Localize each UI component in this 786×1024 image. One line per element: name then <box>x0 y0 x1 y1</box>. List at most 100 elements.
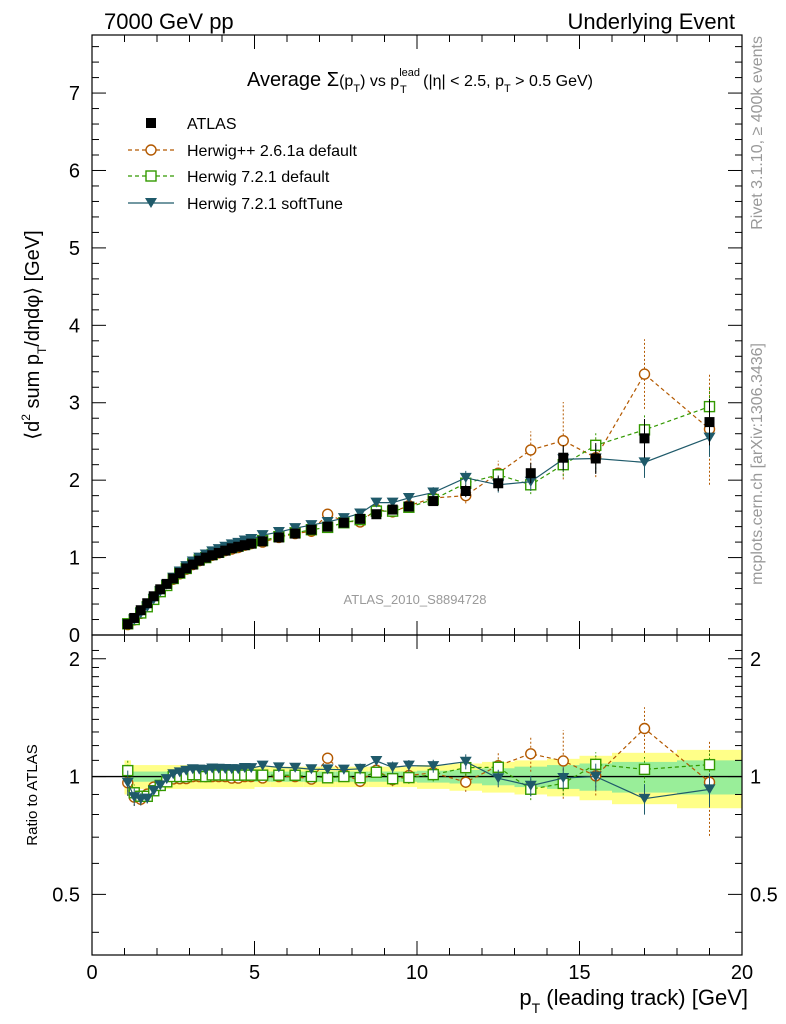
ratio-point <box>525 748 537 760</box>
data-point <box>174 568 185 579</box>
rivet-label: Rivet 3.1.10, ≥ 400k events <box>749 36 766 230</box>
ratio-point <box>459 756 472 767</box>
ylabel-mid: sum p <box>22 354 44 414</box>
ratio-point <box>589 771 602 782</box>
data-point <box>220 545 231 556</box>
data-point <box>525 468 536 479</box>
y-axis-label-main: ⟨d2 sum pT/dηdφ⟩ [GeV] <box>19 230 49 439</box>
ratio-point <box>160 774 173 785</box>
data-point <box>638 457 651 468</box>
y-axis-label-ratio: Ratio to ATLAS <box>24 744 41 845</box>
main-y-tick-label: 6 <box>69 160 80 182</box>
data-point <box>226 543 237 554</box>
ylabel-close: /dηdφ⟩ [GeV] <box>22 230 44 346</box>
ratio-point <box>272 762 285 773</box>
main-panel: 0 1 2 3 4 5 6 7 <box>69 34 743 647</box>
data-point <box>428 496 439 507</box>
legend-softtune: Herwig 7.2.1 softTune <box>187 196 343 213</box>
ratio-point <box>492 773 505 784</box>
legend-atlas: ATLAS <box>187 116 237 133</box>
legend-herwigpp: Herwig++ 2.6.1a default <box>187 143 357 160</box>
ratio-y-tick-label-right: 2 <box>750 649 761 671</box>
x-tick-label: 5 <box>249 962 260 984</box>
data-point <box>257 536 268 547</box>
x-tick-label: 15 <box>568 962 590 984</box>
ratio-point <box>289 762 302 773</box>
data-point <box>427 487 440 498</box>
legend-atlas-marker <box>146 118 156 128</box>
main-y-tick-label: 1 <box>69 548 80 570</box>
data-point <box>129 612 140 623</box>
main-y-tick-label: 7 <box>69 83 80 105</box>
series-line <box>127 373 710 626</box>
title-sub-t: T <box>353 83 360 95</box>
data-point <box>168 573 179 584</box>
ratio-point <box>370 766 383 778</box>
series-atlas <box>122 398 715 630</box>
legend-herwigpp-marker <box>145 144 157 156</box>
legend-herwig721-marker <box>145 170 157 182</box>
data-point <box>122 619 133 630</box>
data-point <box>142 598 153 609</box>
ratio-point <box>524 780 537 791</box>
data-point <box>403 501 414 512</box>
ratio-point <box>386 762 399 773</box>
ratio-point <box>354 763 367 774</box>
data-point <box>557 434 569 447</box>
title-sigma: Σ <box>327 69 339 91</box>
main-y-tick-label: 3 <box>69 393 80 415</box>
main-y-tick-label: 2 <box>69 470 80 492</box>
title-sup-lead: lead <box>399 67 420 79</box>
title-lead: Average <box>247 69 327 91</box>
legend-softtune-marker <box>145 198 157 208</box>
data-point <box>213 547 224 558</box>
ratio-point <box>557 755 569 767</box>
ratio-point <box>305 764 318 775</box>
data-point <box>338 517 349 528</box>
data-point <box>371 509 382 520</box>
data-point <box>402 492 415 503</box>
ratio-point <box>638 793 651 804</box>
legend-herwig721: Herwig 7.2.1 default <box>187 169 330 186</box>
analysis-watermark: ATLAS_2010_S8894728 <box>344 592 487 607</box>
legend: ATLAS Herwig++ 2.6.1a default Herwig 7.2… <box>128 116 357 213</box>
data-point <box>233 541 244 552</box>
ratio-point <box>386 772 399 785</box>
x-axis-label: pT (leading track) [GeV] <box>519 985 748 1016</box>
ratio-point <box>147 785 160 796</box>
ratio-y-tick-label-right: 1 <box>750 767 761 789</box>
ratio-point <box>703 758 716 771</box>
data-point <box>181 563 192 574</box>
data-point <box>194 555 205 566</box>
title-cond-close: > 0.5 GeV) <box>511 73 593 90</box>
data-point <box>200 552 211 563</box>
title-vs: vs p <box>365 73 399 90</box>
ratio-point <box>427 761 440 772</box>
data-point <box>207 550 218 561</box>
ratio-point <box>402 760 415 771</box>
xlabel-p: p <box>519 985 531 1010</box>
data-point <box>256 530 269 541</box>
data-point <box>638 368 651 380</box>
data-point <box>558 452 569 463</box>
data-point <box>239 540 250 551</box>
data-point <box>290 528 301 539</box>
x-tick-label: 0 <box>86 962 97 984</box>
ratio-point <box>321 752 334 764</box>
title-paren-close: ) <box>360 73 365 90</box>
ratio-point <box>557 773 570 784</box>
ratio-y-tick-label: 1 <box>69 767 80 789</box>
title-cond-open: (|η| < 2.5, p <box>419 73 504 90</box>
data-point <box>355 513 366 524</box>
data-point <box>493 478 504 489</box>
ratio-point <box>337 764 350 775</box>
mcplots-label: mcplots.cern.ch [arXiv:1306.3436] <box>749 343 766 585</box>
data-point <box>289 523 302 534</box>
header-right: Underlying Event <box>567 9 735 34</box>
main-y-tick-label: 4 <box>69 315 80 337</box>
ratio-panel: 0 5 10 15 20 0.5 0.5 1 1 2 2 <box>52 634 778 984</box>
main-y-tick-label: 0 <box>69 625 80 647</box>
data-point <box>704 417 715 428</box>
ratio-point <box>167 769 180 780</box>
